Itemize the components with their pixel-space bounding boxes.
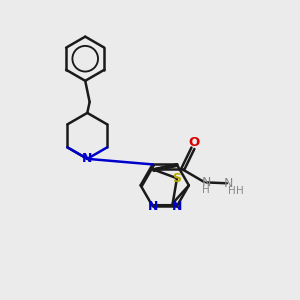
Text: N: N xyxy=(202,176,211,189)
Text: H: H xyxy=(236,186,244,196)
Text: N: N xyxy=(82,152,92,165)
Text: N: N xyxy=(148,200,158,213)
Text: S: S xyxy=(172,172,182,185)
Text: N: N xyxy=(224,177,233,190)
Text: O: O xyxy=(188,136,199,149)
Text: N: N xyxy=(172,200,182,213)
Text: H: H xyxy=(228,186,236,196)
Text: H: H xyxy=(202,185,210,195)
